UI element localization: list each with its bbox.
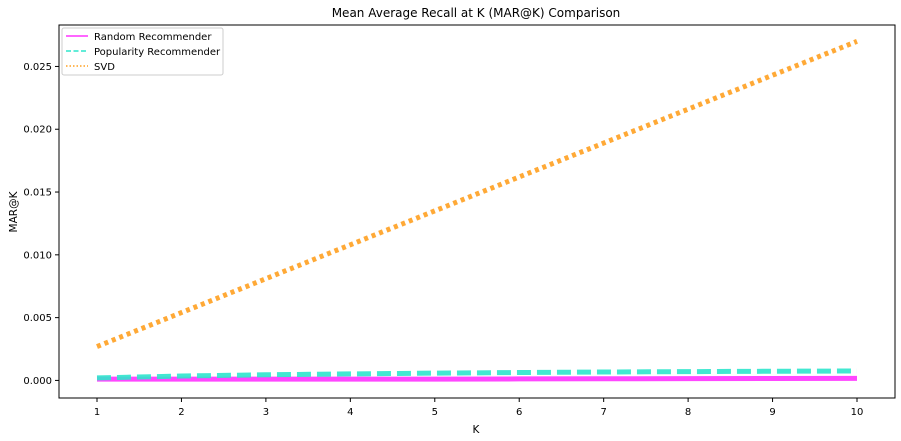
x-tick-label: 7	[600, 407, 606, 418]
x-tick-label: 3	[263, 407, 269, 418]
x-tick-label: 9	[769, 407, 775, 418]
y-tick-label: 0.025	[23, 62, 52, 73]
x-tick-label: 10	[851, 407, 864, 418]
x-axis-label: K	[473, 424, 481, 436]
x-axis-ticks: 1 2 3 4 5 6 7 8 9 10	[94, 398, 864, 418]
x-tick-label: 2	[178, 407, 184, 418]
y-axis-ticks: 0.000 0.005 0.010 0.015 0.020 0.025	[23, 62, 59, 387]
x-tick-label: 8	[685, 407, 691, 418]
series-line-random	[97, 375, 858, 382]
y-tick-label: 0.000	[23, 376, 52, 387]
y-tick-label: 0.010	[23, 250, 52, 261]
series-line-popularity	[96, 368, 858, 381]
legend: Random Recommender Popularity Recommende…	[61, 27, 224, 76]
y-tick-label: 0.015	[23, 188, 52, 199]
series-lines	[96, 39, 858, 382]
legend-label-svd: SVD	[94, 62, 115, 73]
legend-label-random: Random Recommender	[94, 32, 212, 43]
y-tick-label: 0.005	[23, 313, 52, 324]
plot-area	[58, 24, 896, 399]
series-line-svd	[96, 39, 858, 349]
legend-label-popularity: Popularity Recommender	[94, 47, 221, 58]
x-tick-label: 6	[516, 407, 522, 418]
x-tick-label: 5	[432, 407, 438, 418]
y-tick-label: 0.020	[23, 125, 52, 136]
y-axis-label: MAR@K	[8, 190, 20, 232]
x-tick-label: 4	[347, 407, 353, 418]
legend-frame	[61, 27, 224, 76]
chart-title: Mean Average Recall at K (MAR@K) Compari…	[332, 6, 621, 20]
x-tick-label: 1	[94, 407, 100, 418]
